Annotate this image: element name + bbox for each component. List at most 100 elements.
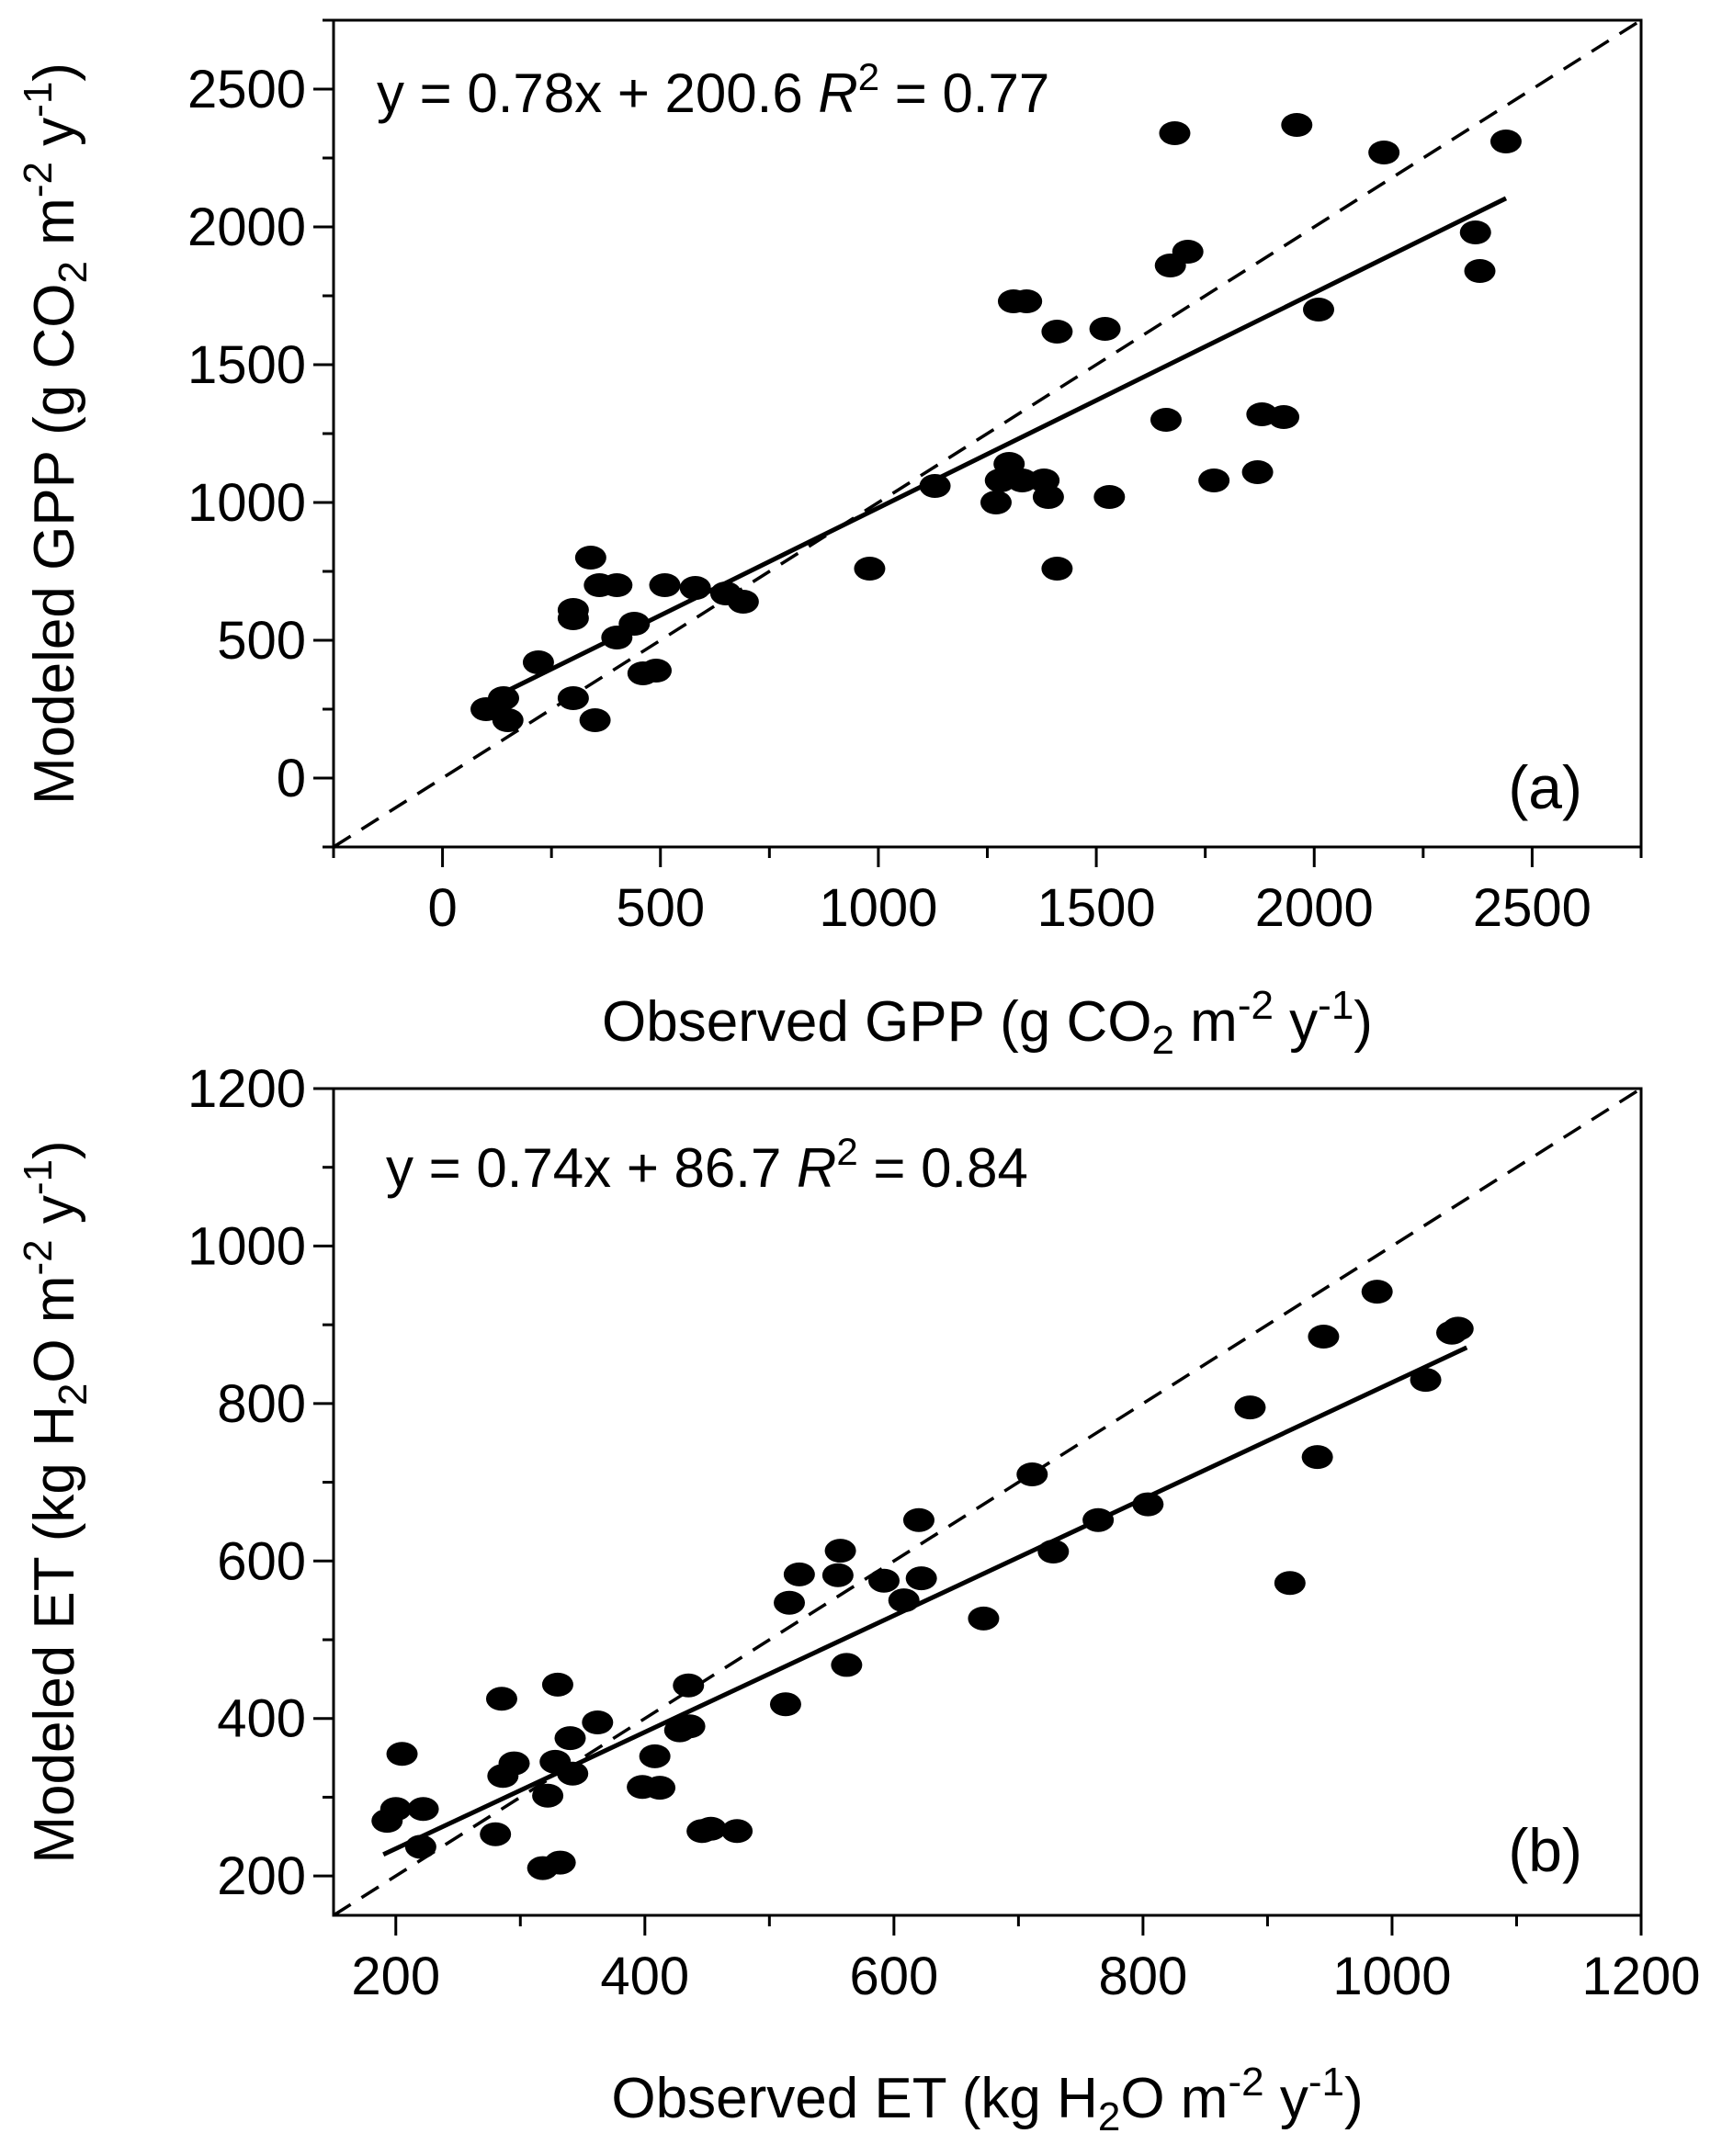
x-tick-label: 2000: [1255, 878, 1374, 938]
data-point: [386, 1742, 418, 1767]
x-axis-label: Observed GPP (g CO2 m-2 y-1): [602, 983, 1373, 1063]
data-point: [727, 590, 759, 614]
data-point: [1159, 121, 1191, 145]
data-point: [480, 1822, 512, 1846]
y-axis-label-superscript: -2: [16, 1239, 61, 1275]
x-tick-label: 2500: [1473, 878, 1591, 938]
one-to-one-line: [334, 20, 1641, 847]
data-point: [1037, 1540, 1070, 1563]
data-point: [673, 1673, 705, 1698]
data-point: [1132, 1492, 1164, 1517]
data-point: [919, 474, 951, 498]
data-point: [1442, 1316, 1474, 1341]
data-point: [1016, 1462, 1048, 1486]
chart-panel-b: 200 400 600 800 1000 1200 200 400 600 800 1000 1200…: [16, 1059, 1701, 2139]
x-tick-label: 200: [351, 1947, 440, 2006]
y-axis-label-mid2: y: [23, 1195, 86, 1239]
data-point: [640, 659, 673, 683]
regression-annotation: y = 0.78x + 200.6 R2 = 0.77: [377, 55, 1049, 124]
data-point: [1308, 1325, 1340, 1349]
x-axis-label-end: ): [1344, 2067, 1364, 2130]
data-point: [1041, 557, 1073, 581]
plot-frame: [332, 1087, 1643, 1917]
regression-annotation: y = 0.74x + 86.7 R2 = 0.84: [386, 1130, 1028, 1199]
data-point: [1410, 1368, 1442, 1393]
y-tick-label: 600: [217, 1531, 306, 1591]
r-squared-symbol: R: [818, 62, 857, 124]
data-point: [487, 686, 519, 710]
data-point: [824, 1539, 856, 1563]
data-point: [868, 1568, 900, 1593]
x-axis-label-subscript: 2: [1098, 2094, 1120, 2139]
y-tick-label: 800: [217, 1374, 306, 1434]
data-point: [1241, 460, 1274, 484]
y-axis-label-main: Modeled GPP (g CO: [23, 284, 86, 805]
data-point: [532, 1783, 564, 1808]
data-point: [854, 557, 886, 581]
data-point: [1093, 485, 1126, 509]
x-tick-label: 1200: [1581, 1947, 1700, 2006]
data-point: [980, 491, 1012, 514]
data-point: [1368, 141, 1400, 164]
data-point: [582, 1710, 614, 1734]
data-point: [1302, 298, 1334, 322]
y-tick-label: 1000: [187, 473, 306, 533]
data-point: [695, 1816, 727, 1841]
data-point: [644, 1776, 676, 1800]
data-point: [639, 1744, 671, 1768]
data-point: [379, 1797, 412, 1822]
data-point: [1274, 1571, 1306, 1596]
x-axis-label-mid2: y: [1264, 2067, 1308, 2130]
r-squared-value: = 0.84: [858, 1137, 1028, 1199]
y-tick-label: 500: [217, 611, 306, 671]
data-point: [485, 1687, 517, 1711]
x-tick-label: 1000: [819, 878, 937, 938]
data-point: [649, 573, 681, 597]
data-point: [968, 1606, 1000, 1631]
data-point: [407, 1797, 439, 1822]
data-point: [888, 1588, 920, 1613]
x-tick-label: 1000: [1332, 1947, 1451, 2006]
data-point: [769, 1692, 801, 1717]
data-point: [579, 708, 611, 732]
r-squared-symbol: R: [797, 1137, 836, 1199]
data-point: [1361, 1280, 1393, 1304]
data-point: [1006, 468, 1038, 492]
x-axis-label-main: Observed GPP (g CO: [602, 990, 1151, 1054]
regression-line: [382, 1345, 1468, 1857]
data-point: [1011, 289, 1043, 313]
y-axis-label-superscript: -2: [16, 162, 61, 198]
data-point: [721, 1819, 753, 1844]
data-point: [1268, 405, 1300, 429]
r-squared-superscript: 2: [858, 55, 879, 98]
data-point: [1281, 113, 1313, 137]
x-axis-label-superscript2: -1: [1318, 983, 1354, 1028]
one-to-one-line: [334, 1089, 1641, 1915]
regression-equation: y = 0.78x + 200.6: [377, 62, 818, 124]
x-axis-label-superscript: -2: [1228, 2060, 1263, 2105]
data-point: [492, 708, 524, 732]
data-point: [557, 686, 589, 710]
y-axis-label-end: ): [23, 1140, 86, 1159]
x-tick-label: 500: [616, 878, 705, 938]
y-axis-label-mid: m: [23, 198, 86, 261]
y-tick-label: 1500: [187, 335, 306, 395]
data-point: [1032, 485, 1064, 509]
data-point: [1234, 1395, 1266, 1420]
y-axis-label-superscript2: -1: [16, 1159, 61, 1195]
data-point: [557, 598, 589, 622]
data-point: [557, 1761, 589, 1786]
x-axis-label-subscript: 2: [1151, 1018, 1173, 1063]
data-point: [544, 1850, 576, 1875]
data-point: [821, 1563, 854, 1587]
y-tick-label: 2500: [187, 60, 306, 119]
y-axis-label-end: ): [23, 62, 86, 82]
data-point: [1301, 1445, 1333, 1470]
data-point: [1464, 259, 1496, 283]
data-point: [1041, 320, 1073, 344]
x-axis-label-superscript: -2: [1238, 983, 1274, 1028]
data-point: [618, 612, 651, 636]
data-point: [554, 1726, 586, 1751]
